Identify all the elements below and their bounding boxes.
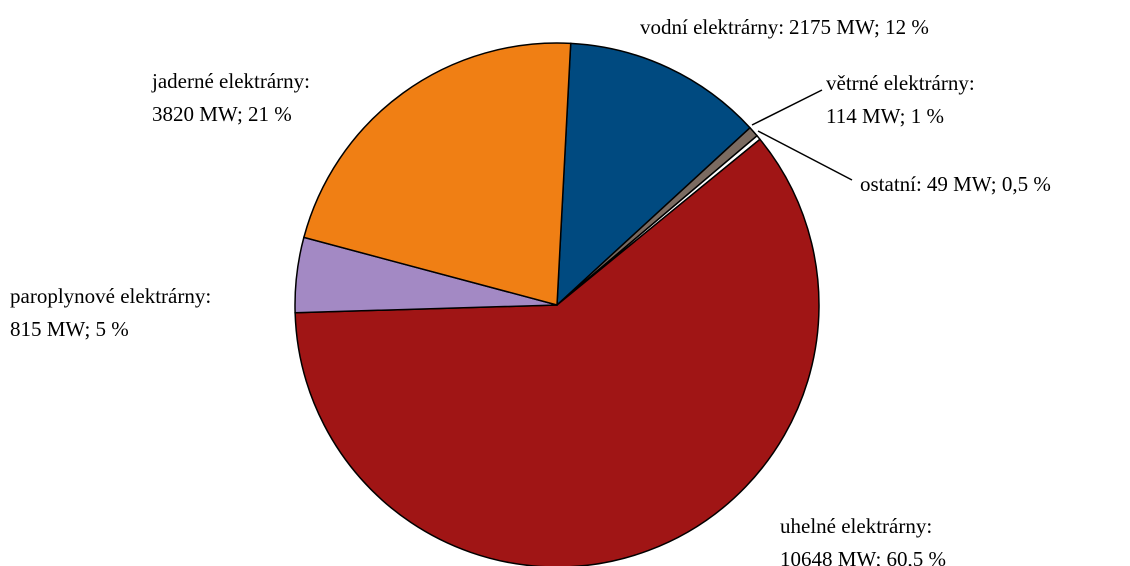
pie-slice <box>302 42 572 306</box>
leader-line <box>757 130 853 181</box>
category-label: vodní elektrárny: <box>640 15 784 39</box>
category-label: jaderné elektrárny: <box>151 69 310 93</box>
leader-line <box>751 89 823 126</box>
category-label: uhelné elektrárny: <box>780 514 932 538</box>
category-label: ostatní: <box>860 172 922 196</box>
value-label: 815 MW; 5 % <box>10 317 129 341</box>
category-label: paroplynové elektrárny: <box>10 284 211 308</box>
pie-slice <box>294 138 820 566</box>
data-label: ostatní: 49 MW; 0,5 % <box>860 172 1051 196</box>
value-label: 49 MW; 0,5 % <box>927 172 1051 196</box>
value-label: 10648 MW; 60,5 % <box>780 547 946 566</box>
value-label: 2175 MW; 12 % <box>789 15 929 39</box>
category-label: větrné elektrárny: <box>826 71 975 95</box>
pie-slice <box>556 42 752 307</box>
value-label: 3820 MW; 21 % <box>152 102 292 126</box>
value-label: 114 MW; 1 % <box>826 104 944 128</box>
data-label: vodní elektrárny: 2175 MW; 12 % <box>640 15 929 39</box>
